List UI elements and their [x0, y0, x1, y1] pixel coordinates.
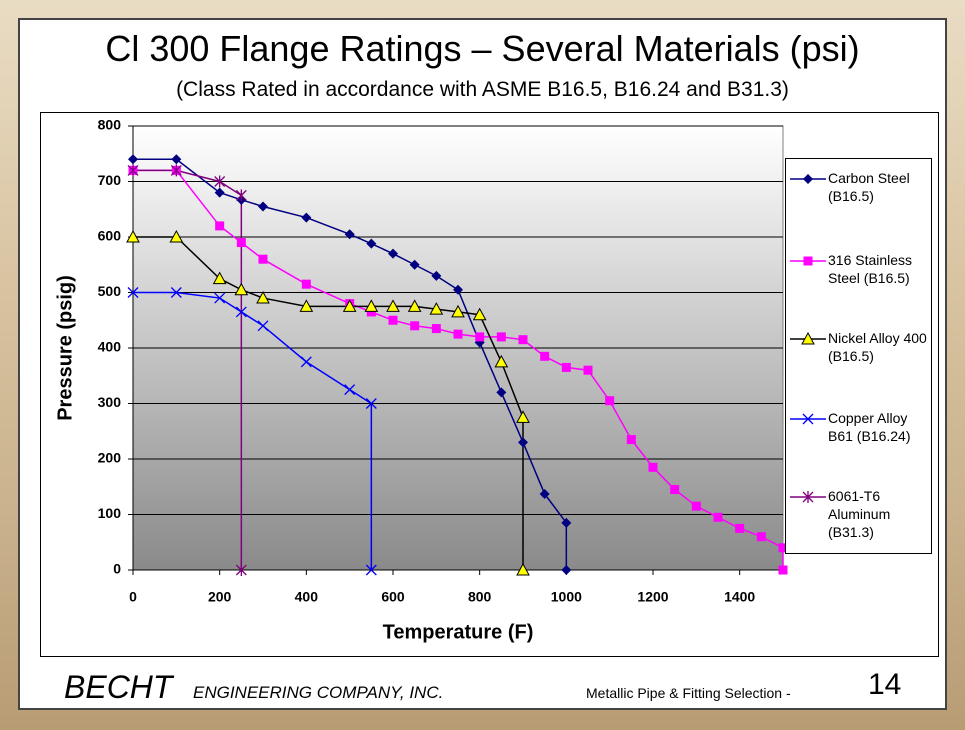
- marker: [475, 332, 484, 341]
- x-tick-label: 200: [208, 589, 232, 605]
- marker: [497, 332, 506, 341]
- y-tick-label: 200: [98, 450, 122, 466]
- legend-swatch: [788, 169, 828, 189]
- marker: [540, 352, 549, 361]
- marker: [692, 502, 701, 511]
- marker: [259, 255, 268, 264]
- footer-company: BECHT: [64, 669, 172, 706]
- footer-course: Metallic Pipe & Fitting Selection -: [586, 685, 791, 701]
- marker: [649, 463, 658, 472]
- legend-label: 6061-T6 Aluminum (B31.3): [828, 487, 930, 541]
- marker: [627, 435, 636, 444]
- marker: [779, 566, 788, 575]
- legend-item: Carbon Steel (B16.5): [786, 169, 931, 229]
- legend-item: Nickel Alloy 400 (B16.5): [786, 329, 931, 389]
- slide: Cl 300 Flange Ratings – Several Material…: [0, 0, 965, 730]
- marker: [757, 532, 766, 541]
- legend: Carbon Steel (B16.5) 316 Stainless Steel …: [785, 158, 932, 554]
- y-tick-label: 100: [98, 505, 122, 521]
- x-tick-label: 0: [129, 589, 137, 605]
- y-tick-label: 400: [98, 339, 122, 355]
- marker: [735, 524, 744, 533]
- x-tick-label: 400: [295, 589, 319, 605]
- legend-label: Copper Alloy B61 (B16.24): [828, 409, 930, 445]
- legend-swatch: [788, 487, 828, 507]
- x-axis-label: Temperature (F): [383, 621, 534, 643]
- footer-company-rest: ENGINEERING COMPANY, INC.: [193, 683, 443, 703]
- y-axis-label: Pressure (psig): [54, 275, 76, 421]
- marker: [670, 485, 679, 494]
- y-tick-label: 700: [98, 172, 122, 188]
- marker: [389, 316, 398, 325]
- y-tick-label: 0: [113, 561, 121, 577]
- marker: [584, 366, 593, 375]
- legend-label: Nickel Alloy 400 (B16.5): [828, 329, 930, 365]
- x-tick-label: 600: [381, 589, 405, 605]
- y-tick-label: 300: [98, 394, 122, 410]
- y-tick-label: 600: [98, 228, 122, 244]
- legend-swatch: [788, 329, 828, 349]
- marker: [804, 257, 813, 266]
- marker: [714, 513, 723, 522]
- marker: [519, 335, 528, 344]
- page-number: 14: [868, 668, 901, 702]
- marker: [302, 280, 311, 289]
- legend-item: Copper Alloy B61 (B16.24): [786, 409, 931, 469]
- y-tick-label: 500: [98, 283, 122, 299]
- legend-swatch: [788, 251, 828, 271]
- marker: [432, 324, 441, 333]
- marker: [605, 396, 614, 405]
- x-tick-label: 800: [468, 589, 492, 605]
- marker: [562, 363, 571, 372]
- marker: [803, 174, 813, 184]
- marker: [410, 321, 419, 330]
- marker: [237, 238, 246, 247]
- x-tick-label: 1400: [724, 589, 755, 605]
- y-tick-label: 800: [98, 117, 122, 133]
- x-tick-label: 1000: [551, 589, 582, 605]
- legend-label: Carbon Steel (B16.5): [828, 169, 930, 205]
- legend-item: 316 Stainless Steel (B16.5): [786, 251, 931, 311]
- legend-item: 6061-T6 Aluminum (B31.3): [786, 487, 931, 547]
- marker: [215, 221, 224, 230]
- legend-swatch: [788, 409, 828, 429]
- marker: [454, 330, 463, 339]
- x-tick-label: 1200: [637, 589, 668, 605]
- legend-label: 316 Stainless Steel (B16.5): [828, 251, 930, 287]
